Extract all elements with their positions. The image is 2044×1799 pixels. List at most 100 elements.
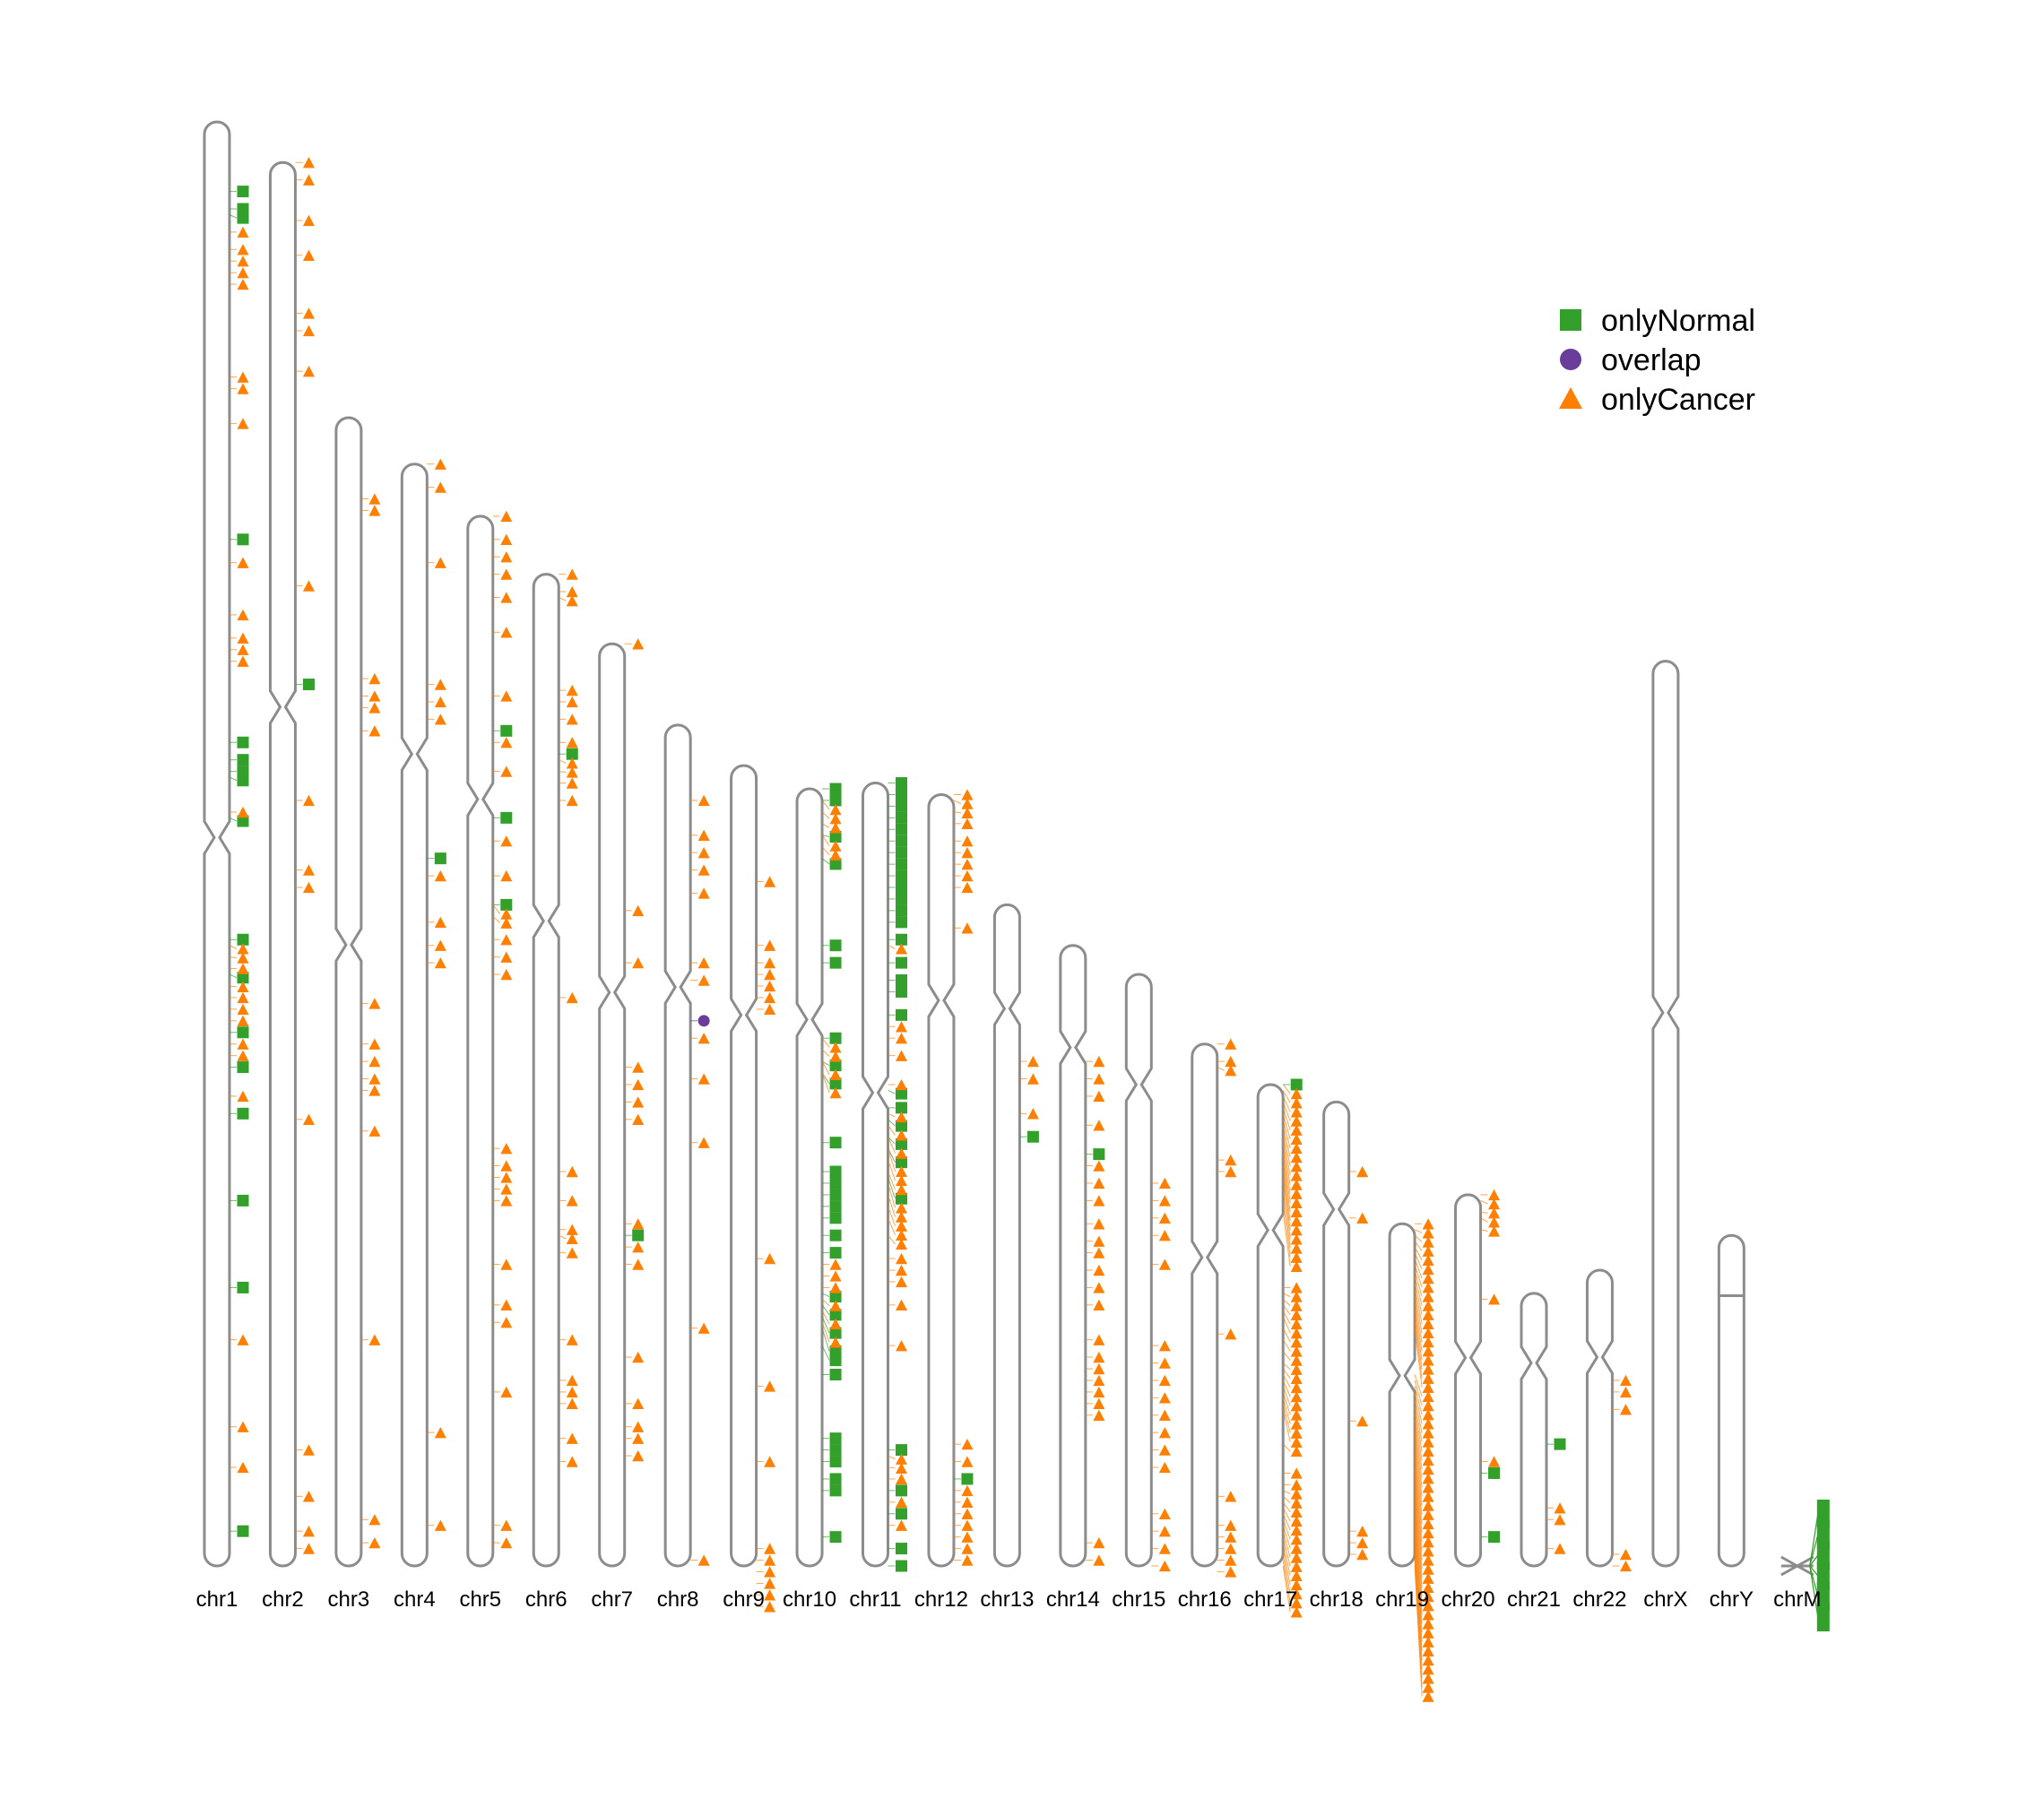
marker-link: [1282, 1095, 1291, 1112]
chromosome-chr17: chr17: [1243, 1078, 1303, 1618]
marker-only-cancer: [1290, 1251, 1303, 1263]
chromosome-chr6: chr6: [525, 568, 578, 1612]
marker-only-cancer: [1290, 1115, 1303, 1127]
marker-only-cancer: [500, 1160, 513, 1172]
marker-only-cancer: [237, 1421, 249, 1432]
marker-only-cancer: [1290, 1381, 1303, 1394]
marker-only-cancer: [434, 696, 446, 708]
marker-link: [821, 846, 830, 856]
marker-link: [888, 1090, 896, 1094]
marker-only-cancer: [896, 1021, 907, 1033]
marker-only-normal: [829, 1200, 842, 1213]
marker-link: [1414, 1374, 1423, 1397]
marker-link: [1282, 1513, 1291, 1531]
marker-only-cancer: [1026, 1073, 1039, 1085]
marker-only-cancer: [764, 956, 776, 969]
marker-only-cancer: [961, 1508, 974, 1519]
chromosome-label: chr19: [1375, 1587, 1429, 1612]
marker-only-cancer: [237, 244, 249, 255]
marker-only-cancer: [1290, 1552, 1303, 1563]
marker-only-cancer: [1422, 1609, 1434, 1621]
marker-only-cancer: [500, 592, 513, 603]
marker-only-cancer: [237, 1015, 249, 1026]
marker-only-cancer: [1554, 1514, 1566, 1526]
marker-only-cancer: [1093, 1218, 1105, 1230]
marker-only-cancer: [961, 1554, 974, 1566]
chromosome-body: [1388, 1222, 1416, 1568]
marker-only-cancer: [1290, 1427, 1303, 1439]
marker-link: [1282, 1171, 1291, 1231]
marker-only-cancer: [1290, 1161, 1303, 1172]
marker-only-cancer: [896, 1147, 907, 1159]
marker-only-normal: [896, 777, 907, 790]
marker-link: [1282, 1125, 1291, 1158]
marker-only-cancer: [1158, 1258, 1171, 1270]
marker-only-cancer: [1290, 1327, 1303, 1339]
marker-only-cancer: [1422, 1454, 1434, 1466]
marker-only-normal: [896, 1560, 907, 1572]
marker-only-cancer: [697, 847, 710, 859]
marker-link: [1282, 1409, 1291, 1442]
chromosome-label: chrX: [1643, 1587, 1687, 1612]
chromosome-chr22: chr22: [1572, 1268, 1632, 1612]
marker-only-cancer: [302, 249, 315, 261]
marker-link: [1414, 1478, 1423, 1561]
marker-link: [1414, 1276, 1423, 1306]
marker-only-cancer: [1422, 1554, 1434, 1566]
marker-only-cancer: [764, 1003, 776, 1016]
marker-only-cancer: [1422, 1418, 1434, 1430]
marker-only-cancer: [632, 1397, 645, 1410]
marker-link: [1414, 1380, 1423, 1406]
marker-only-cancer: [896, 1276, 907, 1288]
marker-only-cancer: [1290, 1345, 1303, 1357]
marker-only-normal: [896, 893, 907, 905]
marker-only-cancer: [1093, 1351, 1105, 1363]
marker-only-cancer: [1290, 1124, 1303, 1136]
marker-only-normal: [896, 985, 907, 998]
marker-only-cancer: [368, 998, 381, 1009]
marker-only-cancer: [896, 1165, 907, 1178]
marker-only-cancer: [500, 1317, 513, 1328]
marker-only-cancer: [1290, 1561, 1303, 1572]
marker-only-cancer: [434, 956, 446, 969]
legend: onlyNormal overlap onlyCancer: [1559, 304, 1755, 417]
marker-only-cancer: [961, 881, 974, 894]
marker-only-normal: [829, 1032, 842, 1044]
marker-only-cancer: [764, 939, 776, 951]
chromosome-label: chr15: [1112, 1587, 1165, 1612]
marker-link: [1414, 1490, 1423, 1578]
chromosome-body: [1780, 1555, 1814, 1577]
marker-only-normal: [1026, 1130, 1039, 1143]
chromosome-chr18: chr18: [1310, 1100, 1369, 1612]
marker-only-cancer: [1290, 1400, 1303, 1412]
chromosome-body: [334, 416, 363, 1568]
marker-only-cancer: [302, 324, 315, 337]
marker-only-cancer: [829, 1042, 842, 1053]
marker-link: [1414, 1269, 1423, 1297]
marker-only-normal: [896, 974, 907, 987]
marker-only-cancer: [1290, 1354, 1303, 1366]
marker-only-cancer: [829, 803, 842, 816]
marker-only-cancer: [1290, 1291, 1303, 1302]
marker-only-normal: [237, 203, 249, 215]
marker-only-cancer: [896, 1202, 907, 1214]
marker-only-cancer: [434, 1519, 446, 1531]
marker-only-cancer: [1422, 1682, 1434, 1693]
chromosome-chr20: chr20: [1442, 1189, 1501, 1612]
legend-label: overlap: [1601, 343, 1702, 377]
marker-link: [559, 1234, 567, 1240]
marker-only-normal: [829, 858, 842, 870]
marker-link: [821, 858, 830, 865]
marker-link: [1414, 1229, 1423, 1233]
marker-only-cancer: [368, 1055, 381, 1068]
marker-only-cancer: [896, 1229, 907, 1241]
marker-only-cancer: [1488, 1456, 1501, 1467]
marker-only-cancer: [500, 934, 513, 946]
marker-only-cancer: [566, 1374, 578, 1387]
marker-only-cancer: [1619, 1560, 1632, 1572]
marker-link: [1282, 1553, 1291, 1595]
marker-only-normal: [829, 1077, 842, 1090]
marker-link: [1282, 1339, 1291, 1352]
marker-only-normal: [237, 1194, 249, 1207]
